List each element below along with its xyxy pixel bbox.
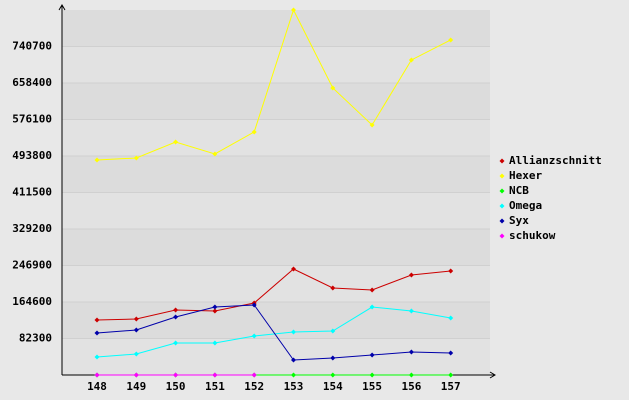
data-point	[448, 268, 454, 274]
y-tick-label: 246900	[12, 259, 52, 272]
data-point	[94, 157, 100, 163]
series-line	[96, 304, 451, 361]
x-tick-label: 152	[244, 380, 264, 393]
grid-band	[62, 10, 490, 47]
data-point	[369, 304, 375, 310]
data-point	[330, 372, 336, 378]
data-point	[173, 307, 179, 313]
data-point	[330, 355, 336, 361]
legend-marker	[499, 158, 505, 164]
data-point	[212, 151, 218, 157]
x-tick-label: 154	[323, 380, 343, 393]
y-tick-label: 329200	[12, 222, 52, 235]
data-point	[133, 316, 139, 322]
data-point	[94, 330, 100, 336]
data-point	[173, 314, 179, 320]
data-point	[369, 287, 375, 293]
data-point	[251, 372, 257, 378]
grid-band	[62, 302, 490, 339]
y-tick-label: 82300	[19, 332, 52, 345]
legend-marker	[499, 218, 505, 224]
legend-label: NCB	[509, 184, 529, 197]
x-tick-label: 150	[166, 380, 186, 393]
data-point	[448, 37, 454, 43]
y-axis-arrow	[58, 4, 66, 11]
y-tick-label: 493800	[12, 149, 52, 162]
legend-marker	[499, 173, 505, 179]
data-point	[251, 302, 257, 308]
data-point	[133, 351, 139, 357]
data-point	[212, 308, 218, 314]
data-point	[133, 155, 139, 161]
x-tick-label: 155	[362, 380, 382, 393]
data-point	[173, 372, 179, 378]
data-point	[408, 349, 414, 355]
x-tick-label: 156	[401, 380, 421, 393]
data-point	[133, 372, 139, 378]
data-point	[291, 7, 296, 13]
grid-band	[62, 229, 490, 266]
data-point	[448, 372, 454, 378]
y-tick-label: 411500	[12, 186, 52, 199]
series-line	[96, 8, 451, 161]
data-point	[251, 333, 257, 339]
y-tick-label: 164600	[12, 295, 52, 308]
plot-bands	[62, 10, 490, 375]
data-point	[173, 139, 179, 145]
x-tick-label: 157	[441, 380, 461, 393]
grid-band	[62, 156, 490, 193]
grid-band	[62, 192, 490, 229]
data-point	[212, 304, 218, 310]
data-point	[291, 329, 296, 335]
data-point	[448, 350, 454, 356]
legend-label: Syx	[509, 214, 529, 227]
grid-band	[62, 119, 490, 156]
data-point	[94, 317, 100, 323]
data-point	[408, 57, 414, 63]
data-point	[448, 315, 454, 321]
x-tick-label: 151	[205, 380, 225, 393]
data-point	[94, 354, 100, 360]
legend-label: schukow	[509, 229, 556, 242]
data-point	[291, 372, 296, 378]
data-point	[133, 327, 139, 333]
data-point	[369, 352, 375, 358]
data-point	[212, 372, 218, 378]
data-point	[408, 308, 414, 314]
x-tick-label: 149	[126, 380, 146, 393]
grid-band	[62, 83, 490, 120]
data-point	[212, 340, 218, 346]
data-point	[251, 129, 257, 135]
series-line	[96, 306, 451, 358]
y-tick-label: 658400	[12, 76, 52, 89]
grid-band	[62, 338, 490, 375]
legend-marker	[499, 188, 505, 194]
y-tick-label: 740700	[12, 40, 52, 53]
data-point	[330, 328, 336, 334]
y-tick-label: 576100	[12, 113, 52, 126]
legend-marker	[499, 233, 505, 239]
x-tick-label: 153	[284, 380, 304, 393]
data-point	[369, 372, 375, 378]
legend-marker	[499, 203, 505, 209]
legend-label: Omega	[509, 199, 542, 212]
legend-label: Allianzschnitt	[509, 154, 602, 167]
x-axis-arrow	[489, 371, 496, 379]
data-point	[173, 340, 179, 346]
series-line	[96, 268, 451, 321]
x-tick-label: 148	[87, 380, 107, 393]
data-point	[330, 85, 336, 91]
data-point	[408, 372, 414, 378]
data-point	[291, 266, 296, 272]
data-point	[408, 272, 414, 278]
data-point	[291, 357, 296, 363]
data-point	[330, 285, 336, 291]
legend-label: Hexer	[509, 169, 542, 182]
data-point	[94, 372, 100, 378]
data-point	[369, 122, 375, 128]
